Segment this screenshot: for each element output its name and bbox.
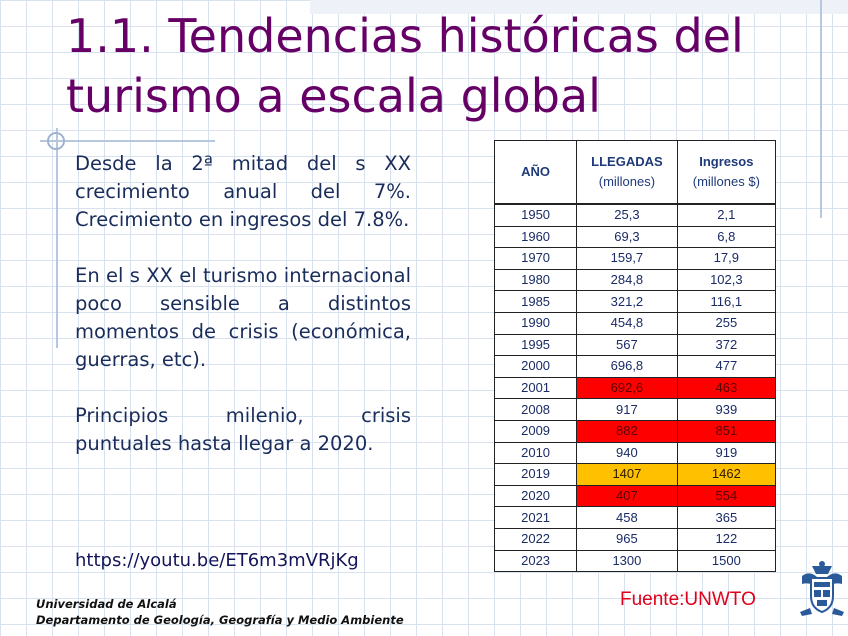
cell-arrivals: 917 xyxy=(576,398,678,421)
table-row: 2021 458 365 xyxy=(493,506,777,529)
table-row: 1990 454,8 255 xyxy=(493,311,777,335)
cell-arrivals: 25,3 xyxy=(576,203,678,227)
cell-income: 372 xyxy=(676,333,777,357)
table-row: 1960 69,3 6,8 xyxy=(493,225,777,249)
table-row: 1985 321,2 116,1 xyxy=(493,290,777,313)
cell-year: 2021 xyxy=(493,506,578,529)
cell-income: 1500 xyxy=(676,549,777,573)
table-row: 2020 407 554 xyxy=(493,484,777,508)
table-row: 2001 692,6 463 xyxy=(493,376,777,400)
header-year: AÑO xyxy=(493,140,578,205)
cell-year: 2022 xyxy=(493,527,578,551)
paragraph-crisis: Principios milenio, crisis puntuales has… xyxy=(75,404,411,455)
table-header-row: AÑO LLEGADAS (millones) Ingresos (millon… xyxy=(493,140,777,205)
cell-year: 2023 xyxy=(493,549,578,573)
university-crest-icon xyxy=(798,560,846,616)
cell-income: 554 xyxy=(676,484,777,508)
table-row: 1980 284,8 102,3 xyxy=(493,268,777,292)
cell-income: 17,9 xyxy=(676,247,777,270)
cell-income: 116,1 xyxy=(676,290,777,313)
table-row: 1970 159,7 17,9 xyxy=(493,247,777,270)
cell-arrivals: 696,8 xyxy=(576,355,678,378)
cell-year: 1960 xyxy=(493,225,578,249)
right-vertical-rule xyxy=(820,0,822,218)
cell-income: 1462 xyxy=(676,463,777,486)
cell-income: 255 xyxy=(676,311,777,335)
cell-arrivals: 458 xyxy=(576,506,678,529)
left-vertical-rule xyxy=(56,128,58,348)
cell-year: 2001 xyxy=(493,376,578,400)
cell-income: 365 xyxy=(676,506,777,529)
left-horizontal-rule xyxy=(40,140,215,142)
cell-income: 122 xyxy=(676,527,777,551)
cell-year: 1950 xyxy=(493,203,578,227)
cell-year: 1985 xyxy=(493,290,578,313)
cell-arrivals: 1407 xyxy=(576,463,678,486)
cell-income: 102,3 xyxy=(676,268,777,292)
cell-income: 939 xyxy=(676,398,777,421)
cell-year: 2008 xyxy=(493,398,578,421)
cell-arrivals: 567 xyxy=(576,333,678,357)
table-row: 2022 965 122 xyxy=(493,527,777,551)
cell-arrivals: 965 xyxy=(576,527,678,551)
cell-arrivals: 407 xyxy=(576,484,678,508)
cell-income: 851 xyxy=(676,419,777,443)
cell-income: 463 xyxy=(676,376,777,400)
cell-income: 2,1 xyxy=(676,203,777,227)
cell-income: 477 xyxy=(676,355,777,378)
cell-arrivals: 692,6 xyxy=(576,376,678,400)
cell-year: 1990 xyxy=(493,311,578,335)
cell-year: 2019 xyxy=(493,463,578,486)
cell-year: 1995 xyxy=(493,333,578,357)
cell-arrivals: 321,2 xyxy=(576,290,678,313)
cell-arrivals: 940 xyxy=(576,441,678,465)
department-name: Departamento de Geología, Geografía y Me… xyxy=(36,613,404,627)
table-row: 2019 1407 1462 xyxy=(493,463,777,486)
cell-arrivals: 159,7 xyxy=(576,247,678,270)
table-row: 2009 882 851 xyxy=(493,419,777,443)
top-decorative-band xyxy=(310,0,848,14)
tourism-data-table: AÑO LLEGADAS (millones) Ingresos (millon… xyxy=(493,140,777,573)
body-text: Desde la 2ª mitad del s XX crecimiento a… xyxy=(75,150,411,486)
table-row: 1995 567 372 xyxy=(493,333,777,357)
cell-year: 2010 xyxy=(493,441,578,465)
cell-arrivals: 882 xyxy=(576,419,678,443)
youtube-link[interactable]: https://youtu.be/ET6m3mVRjKg xyxy=(75,550,359,571)
cell-income: 6,8 xyxy=(676,225,777,249)
cell-year: 1970 xyxy=(493,247,578,270)
slide-title: 1.1. Tendencias históricas del turismo a… xyxy=(66,6,806,126)
cell-year: 2009 xyxy=(493,419,578,443)
paragraph-growth: Desde la 2ª mitad del s XX crecimiento a… xyxy=(75,152,411,231)
header-income: Ingresos (millones $) xyxy=(676,140,777,205)
cell-arrivals: 284,8 xyxy=(576,268,678,292)
crosshair-ornament-icon xyxy=(47,132,65,150)
source-label: Fuente:UNWTO xyxy=(620,589,756,610)
table-row: 2023 1300 1500 xyxy=(493,549,777,573)
cell-arrivals: 1300 xyxy=(576,549,678,573)
cell-year: 2000 xyxy=(493,355,578,378)
slide-title-line-1: 1.1. Tendencias históricas del xyxy=(66,9,744,63)
paragraph-resilience: En el s XX el turismo internacional poco… xyxy=(75,264,411,371)
header-arrivals: LLEGADAS (millones) xyxy=(576,140,678,205)
cell-year: 2020 xyxy=(493,484,578,508)
table-row: 2010 940 919 xyxy=(493,441,777,465)
institution-credit: Universidad de Alcalá Departamento de Ge… xyxy=(36,596,404,628)
cell-income: 919 xyxy=(676,441,777,465)
table-row: 2008 917 939 xyxy=(493,398,777,421)
slide-title-line-2: turismo a escala global xyxy=(66,69,601,123)
cell-arrivals: 454,8 xyxy=(576,311,678,335)
cell-year: 1980 xyxy=(493,268,578,292)
cell-arrivals: 69,3 xyxy=(576,225,678,249)
table-row: 2000 696,8 477 xyxy=(493,355,777,378)
table-row: 1950 25,3 2,1 xyxy=(493,203,777,227)
university-name: Universidad de Alcalá xyxy=(36,597,177,611)
